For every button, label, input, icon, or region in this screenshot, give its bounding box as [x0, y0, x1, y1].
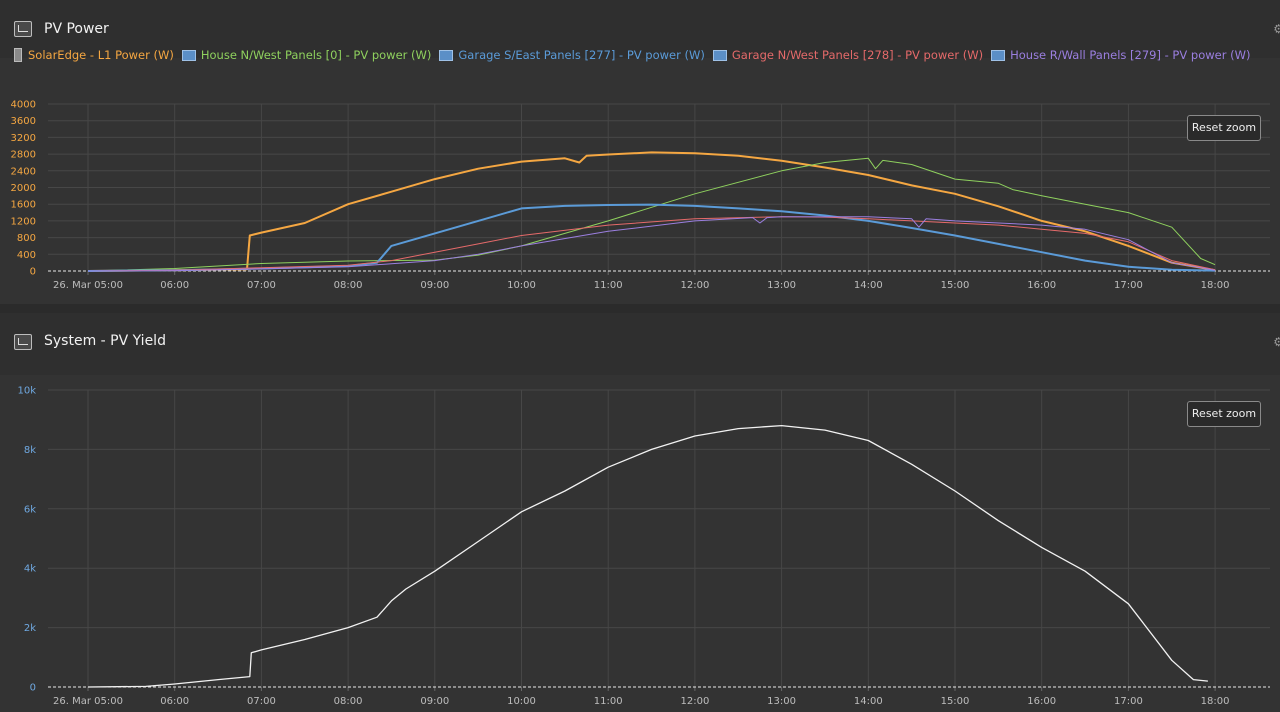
x-tick-label: 11:00: [594, 696, 623, 707]
y-tick-label: 2k: [24, 623, 36, 634]
y-tick-label: 2000: [11, 183, 36, 194]
series-line: [88, 217, 1215, 271]
y-tick-label: 2800: [11, 150, 36, 161]
reset-zoom-button[interactable]: Reset zoom: [1187, 401, 1261, 427]
y-tick-label: 2400: [11, 166, 36, 177]
pv-power-legend: SolarEdge - L1 Power (W) House N/West Pan…: [14, 46, 1280, 64]
y-tick-label: 3600: [11, 116, 36, 127]
x-tick-label: 13:00: [767, 696, 796, 707]
x-tick-label: 08:00: [334, 696, 363, 707]
legend-label: House R/Wall Panels [279] - PV power (W): [1010, 48, 1250, 62]
x-tick-label: 09:00: [420, 696, 449, 707]
y-tick-label: 0: [30, 267, 36, 278]
system-icon: [14, 334, 32, 350]
x-tick-label: 09:00: [420, 280, 449, 291]
panel-icon: [439, 50, 453, 61]
x-tick-label: 12:00: [680, 696, 709, 707]
x-tick-label: 26. Mar 05:00: [53, 696, 123, 707]
legend-label: Garage S/East Panels [277] - PV power (W…: [458, 48, 704, 62]
y-tick-label: 6k: [24, 504, 36, 515]
pv-power-title: PV Power: [44, 21, 109, 37]
x-tick-label: 17:00: [1114, 696, 1143, 707]
x-tick-label: 15:00: [941, 696, 970, 707]
x-tick-label: 10:00: [507, 280, 536, 291]
x-tick-label: 12:00: [680, 280, 709, 291]
line-chart-icon: [14, 21, 32, 37]
x-tick-label: 26. Mar 05:00: [53, 280, 123, 291]
series-line: [88, 426, 1208, 687]
y-tick-label: 400: [17, 250, 36, 261]
series-line: [88, 217, 1215, 271]
x-tick-label: 18:00: [1201, 280, 1230, 291]
panel-icon: [713, 50, 727, 61]
legend-item[interactable]: House R/Wall Panels [279] - PV power (W): [991, 48, 1250, 62]
x-tick-label: 13:00: [767, 280, 796, 291]
x-tick-label: 06:00: [160, 280, 189, 291]
y-tick-label: 4000: [11, 100, 36, 111]
panel-icon: [182, 50, 196, 61]
x-tick-label: 18:00: [1201, 696, 1230, 707]
y-tick-label: 8k: [24, 445, 36, 456]
grid: [48, 104, 1270, 271]
x-tick-label: 06:00: [160, 696, 189, 707]
legend-item[interactable]: SolarEdge - L1 Power (W): [14, 48, 174, 62]
pv-yield-chart[interactable]: 26. Mar 05:00 06:00 07:00 08:00 09:00 10:00 11…: [0, 377, 1280, 712]
y-tick-label: 1200: [11, 216, 36, 227]
legend-item[interactable]: Garage S/East Panels [277] - PV power (W…: [439, 48, 704, 62]
y-tick-label: 3200: [11, 133, 36, 144]
x-tick-label: 17:00: [1114, 280, 1143, 291]
pv-power-chart[interactable]: 26. Mar 05:00 06:00 07:00 08:00 09:00 10:00 11…: [0, 92, 1280, 298]
x-tick-label: 16:00: [1027, 280, 1056, 291]
x-tick-label: 10:00: [507, 696, 536, 707]
gear-icon[interactable]: ⚙: [1273, 335, 1280, 349]
gear-icon[interactable]: ⚙: [1273, 22, 1280, 36]
x-tick-label: 11:00: [594, 280, 623, 291]
grid: [48, 390, 1270, 687]
y-tick-label: 800: [17, 233, 36, 244]
x-tick-label: 07:00: [247, 280, 276, 291]
x-tick-label: 14:00: [854, 280, 883, 291]
meter-icon: [14, 48, 22, 62]
legend-label: SolarEdge - L1 Power (W): [28, 48, 174, 62]
legend-item[interactable]: House N/West Panels [0] - PV power (W): [182, 48, 432, 62]
y-tick-label: 1600: [11, 200, 36, 211]
reset-zoom-button[interactable]: Reset zoom: [1187, 115, 1261, 141]
x-tick-label: 16:00: [1027, 696, 1056, 707]
legend-label: Garage N/West Panels [278] - PV power (W…: [732, 48, 983, 62]
y-tick-label: 10k: [17, 386, 36, 397]
legend-label: House N/West Panels [0] - PV power (W): [201, 48, 432, 62]
x-tick-label: 15:00: [941, 280, 970, 291]
x-tick-label: 08:00: [334, 280, 363, 291]
legend-item[interactable]: Garage N/West Panels [278] - PV power (W…: [713, 48, 983, 62]
y-tick-label: 0: [30, 683, 36, 694]
x-tick-label: 07:00: [247, 696, 276, 707]
pv-yield-header: System - PV Yield ⚙: [0, 313, 1280, 375]
pv-yield-title: System - PV Yield: [44, 333, 166, 349]
panel-icon: [991, 50, 1005, 61]
y-tick-label: 4k: [24, 564, 36, 575]
x-tick-label: 14:00: [854, 696, 883, 707]
